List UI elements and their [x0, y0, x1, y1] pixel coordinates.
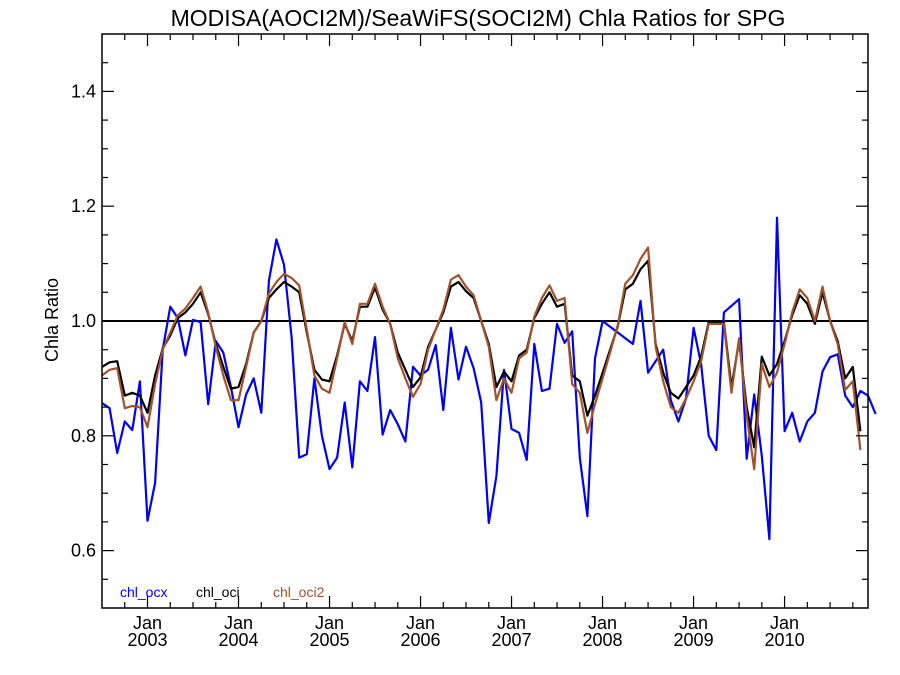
y-tick-label: 0.6 — [71, 541, 96, 561]
legend-label-chl-ocx: chl_ocx — [120, 584, 167, 600]
y-tick-label: 1.2 — [71, 196, 96, 216]
x-tick-label-month: Jan — [770, 613, 799, 633]
x-tick-label-year: 2003 — [127, 630, 167, 650]
y-tick-label: 0.8 — [71, 426, 96, 446]
legend-label-chl-oci: chl_oci — [196, 584, 240, 600]
legend-label-chl-oci2: chl_oci2 — [273, 584, 325, 600]
x-tick-label-month: Jan — [497, 613, 526, 633]
series-layer — [101, 216, 877, 541]
x-tick-label-month: Jan — [315, 613, 344, 633]
x-tick-label-month: Jan — [679, 613, 708, 633]
y-tick-label: 1.4 — [71, 81, 96, 101]
y-tick-label: 1.0 — [71, 311, 96, 331]
x-tick-label-month: Jan — [406, 613, 435, 633]
y-axis-label: Chla Ratio — [42, 278, 62, 362]
x-tick-label-year: 2007 — [492, 630, 532, 650]
series-line-chl-oci2 — [101, 246, 862, 471]
x-tick-label-year: 2008 — [583, 630, 623, 650]
x-tick-label-year: 2004 — [218, 630, 258, 650]
series-line-chl-ocx — [101, 216, 877, 541]
chart-title: MODISA(AOCI2M)/SeaWiFS(SOCI2M) Chla Rati… — [171, 5, 786, 31]
axes: Jan2003Jan2004Jan2005Jan2006Jan2007Jan20… — [71, 33, 869, 650]
x-tick-label-month: Jan — [588, 613, 617, 633]
x-tick-label-month: Jan — [224, 613, 253, 633]
x-tick-label-year: 2010 — [765, 630, 805, 650]
x-tick-label-year: 2005 — [310, 630, 350, 650]
legend: chl_ocx chl_oci chl_oci2 — [120, 584, 325, 600]
x-tick-label-month: Jan — [133, 613, 162, 633]
x-tick-label-year: 2006 — [401, 630, 441, 650]
x-tick-label-year: 2009 — [674, 630, 714, 650]
